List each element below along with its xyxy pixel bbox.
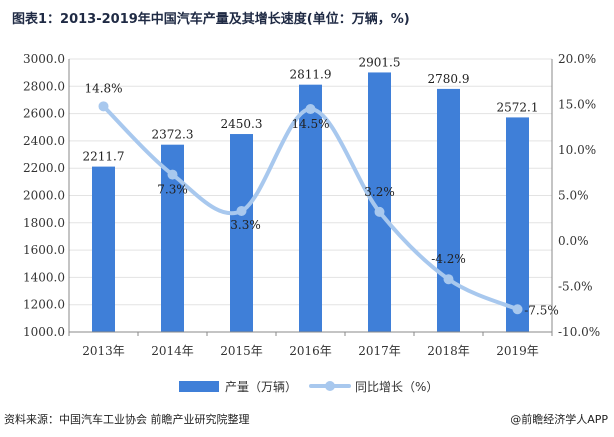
- bar: [161, 144, 184, 332]
- y-left-tick-label: 2000.0: [23, 189, 65, 203]
- brand-credit: @前瞻经济学人APP: [510, 413, 608, 426]
- legend-bar-label: 产量（万辆）: [225, 380, 297, 394]
- line-series: [98, 101, 523, 315]
- bar: [92, 166, 115, 332]
- x-tick-label: 2016年: [289, 344, 332, 358]
- y-left-tick-label: 1200.0: [23, 298, 65, 312]
- x-tick-label: 2019年: [496, 344, 539, 358]
- y-right-tick-label: 20.0%: [558, 52, 596, 66]
- y-left-tick-label: 1400.0: [23, 270, 65, 284]
- bar: [437, 88, 460, 332]
- chart-title: 图表1：2013-2019年中国汽车产量及其增长速度(单位：万辆，%): [12, 12, 410, 27]
- axes: 1000.0 1200.0 1400.0 1600.0 1800.0 2000.0 2200…: [23, 52, 600, 358]
- growth-point: [374, 206, 385, 217]
- y-left-tick-label: 1000.0: [23, 325, 65, 339]
- growth-value-label: 14.5%: [291, 117, 329, 131]
- growth-value-label: 3.2%: [364, 185, 395, 199]
- source-note: 资料来源：中国汽车工业协会 前瞻产业研究院整理: [4, 413, 250, 426]
- growth-value-label: 14.8%: [84, 81, 122, 95]
- y-left-tick-label: 2800.0: [23, 79, 65, 93]
- bar-value-label: 2450.3: [221, 117, 263, 131]
- growth-value-label: -7.5%: [524, 303, 559, 317]
- y-left-tick-label: 3000.0: [23, 52, 65, 66]
- bar-value-label: 2211.7: [83, 150, 125, 164]
- growth-point: [236, 205, 247, 216]
- x-tick-label: 2017年: [358, 344, 401, 358]
- bar-series: [92, 72, 529, 332]
- y-left-tick-label: 2200.0: [23, 161, 65, 175]
- data-labels: 2211.7 2372.3 2450.3 2811.9 2901.5 2780.9 2572…: [83, 55, 559, 317]
- growth-point: [443, 274, 454, 285]
- growth-point: [305, 104, 316, 115]
- bar: [368, 72, 391, 332]
- x-tick-label: 2013年: [82, 344, 125, 358]
- legend-bar-swatch: [179, 381, 219, 392]
- bar: [506, 117, 529, 332]
- y-right-tick-label: 5.0%: [558, 189, 589, 203]
- growth-value-label: 7.3%: [157, 183, 188, 197]
- bar: [299, 84, 322, 332]
- bar-value-label: 2811.9: [290, 68, 332, 82]
- legend-line-marker: [325, 381, 335, 391]
- y-left-tick-label: 1600.0: [23, 243, 65, 257]
- bar: [230, 134, 253, 332]
- bar-value-label: 2572.1: [497, 100, 539, 114]
- bar-value-label: 2372.3: [152, 128, 194, 142]
- legend-line-label: 同比增长（%）: [355, 380, 438, 394]
- bar-value-label: 2901.5: [359, 55, 401, 69]
- x-tick-label: 2015年: [220, 344, 263, 358]
- y-right-tick-label: -5.0%: [558, 280, 593, 294]
- y-right-tick-label: 15.0%: [558, 98, 596, 112]
- growth-value-label: -4.2%: [431, 252, 466, 266]
- growth-point: [167, 169, 178, 180]
- y-left-tick-label: 2400.0: [23, 134, 65, 148]
- y-left-tick-label: 2600.0: [23, 107, 65, 121]
- bar-value-label: 2780.9: [428, 72, 470, 86]
- x-tick-label: 2018年: [427, 344, 470, 358]
- y-right-tick-label: 0.0%: [558, 234, 589, 248]
- growth-point: [512, 304, 523, 315]
- legend: 产量（万辆） 同比增长（%）: [179, 380, 438, 394]
- x-tick-label: 2014年: [151, 344, 194, 358]
- y-left-tick-label: 1800.0: [23, 216, 65, 230]
- growth-value-label: 3.3%: [230, 218, 261, 232]
- y-right-tick-label: -10.0%: [558, 325, 600, 339]
- y-right-tick-label: 10.0%: [558, 143, 596, 157]
- growth-point: [98, 101, 109, 112]
